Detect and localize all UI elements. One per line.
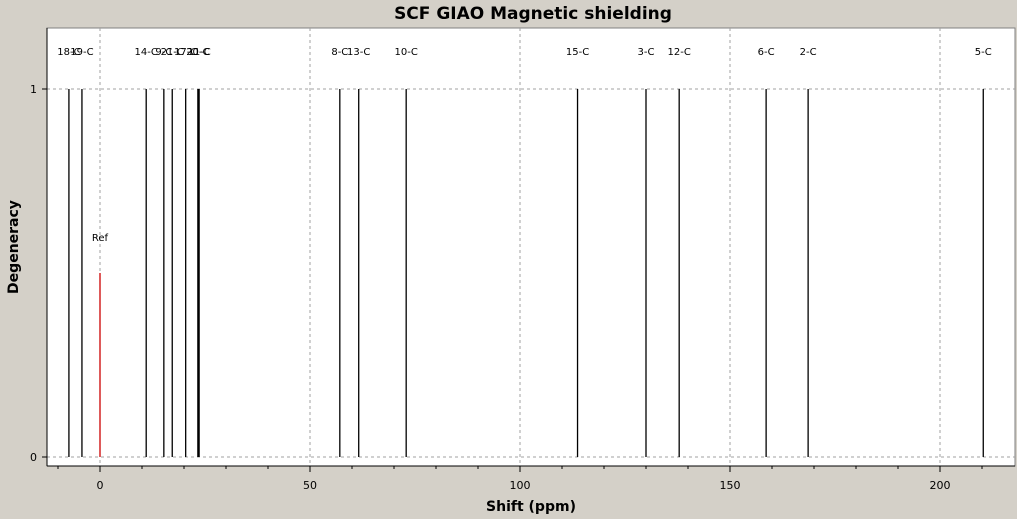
peak-label: 13-C <box>347 47 370 58</box>
x-tick-label: 200 <box>930 479 951 492</box>
peak-label: 18-C <box>57 47 80 58</box>
x-tick-label: 100 <box>510 479 531 492</box>
peak-label: 3-C <box>638 47 655 58</box>
reference-label: Ref <box>92 233 109 244</box>
y-axis-title: Degeneracy <box>6 200 22 294</box>
peak-label: 14-C <box>135 47 158 58</box>
peak-label: 8-C <box>331 47 348 58</box>
x-axis-title: Shift (ppm) <box>486 499 576 515</box>
x-ticks-layer: 0 50 100 150 200 <box>57 466 983 492</box>
y-tick-label: 0 <box>30 451 37 464</box>
x-tick-label: 150 <box>720 479 741 492</box>
x-tick-label: 50 <box>303 479 317 492</box>
peak-label: 9-C <box>155 47 172 58</box>
peak-label: 11-C <box>187 47 210 58</box>
grid-layer <box>47 28 1015 466</box>
peak-label: 6-C <box>758 47 775 58</box>
chart-title: SCF GIAO Magnetic shielding <box>394 4 672 24</box>
plot-area <box>46 27 1016 467</box>
peak-label: 2-C <box>800 47 817 58</box>
peak-label: 12-C <box>668 47 691 58</box>
peak-label: 20-C <box>186 47 209 58</box>
peak-label: 10-C <box>395 47 418 58</box>
peak-label: 17-C <box>174 47 197 58</box>
peak-label: 5-C <box>975 47 992 58</box>
peaks-layer: 18-C19-C 14-C9-C21-C17-C20-C11-C 8-C13-C 10… <box>57 47 992 457</box>
peak-label: 21-C <box>161 47 184 58</box>
y-ticks-layer: 01 <box>30 83 47 464</box>
y-tick-label: 1 <box>30 83 37 96</box>
peak-label: 19-C <box>70 47 93 58</box>
peak-label: 15-C <box>566 47 589 58</box>
x-tick-label: 0 <box>97 479 104 492</box>
